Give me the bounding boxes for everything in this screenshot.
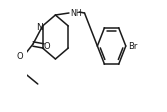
Text: O: O <box>17 52 24 61</box>
Text: Br: Br <box>128 42 137 51</box>
Text: NH: NH <box>70 8 82 17</box>
Text: O: O <box>44 42 51 51</box>
Text: N: N <box>36 22 43 31</box>
